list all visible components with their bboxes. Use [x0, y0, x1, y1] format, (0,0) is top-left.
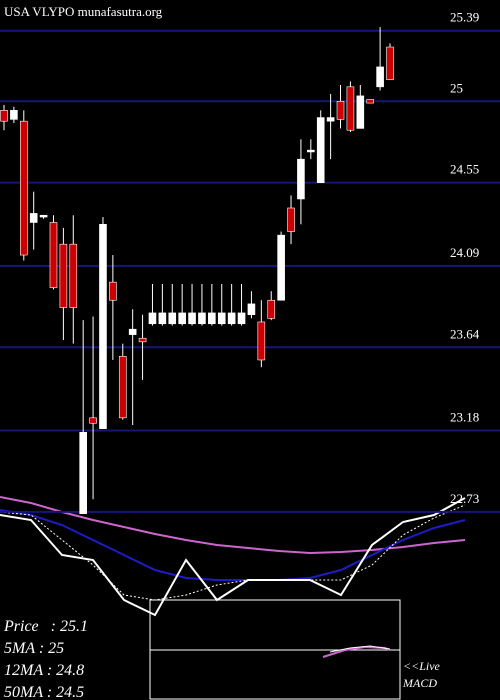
candle-body — [39, 214, 48, 218]
candle-body — [227, 312, 236, 325]
candle-body — [217, 312, 226, 325]
y-tick-label: 25 — [450, 80, 463, 95]
ma-line — [0, 509, 466, 581]
info-line: 5MA : 25 — [4, 640, 64, 657]
candle-body — [297, 158, 305, 200]
candle-body — [247, 303, 256, 316]
candle-body — [89, 417, 97, 424]
candle-body — [376, 66, 384, 88]
chart-title: USA VLYPO munafasutra.org — [4, 4, 163, 19]
candle-body — [336, 100, 345, 120]
candle-body — [79, 431, 87, 514]
candle-body — [148, 312, 157, 325]
y-tick-label: 22.73 — [450, 491, 479, 506]
macd-line — [329, 645, 391, 653]
candle-body — [10, 110, 18, 120]
y-tick-label: 24.55 — [450, 162, 479, 177]
candle-body — [69, 243, 78, 308]
candle-body — [316, 117, 325, 183]
ma-line — [0, 497, 466, 617]
info-line: 12MA : 24.8 — [4, 662, 84, 679]
candle-body — [138, 337, 147, 343]
candle-body — [257, 321, 266, 361]
candle-body — [118, 356, 127, 419]
ma-line — [0, 504, 466, 601]
candle-body — [109, 281, 117, 301]
info-line: 50MA : 24.5 — [4, 684, 84, 700]
candle-body — [307, 149, 315, 153]
candle-body — [49, 222, 58, 288]
candle-body — [287, 207, 295, 232]
candle-body — [168, 312, 177, 325]
candle-body — [99, 223, 107, 429]
macd-label: <<Live — [403, 659, 441, 673]
candle-body — [158, 312, 167, 325]
candle-body — [29, 213, 38, 223]
candle-body — [208, 312, 216, 325]
y-tick-label: 25.39 — [450, 10, 479, 25]
candle-body — [59, 243, 68, 308]
candle-body — [188, 312, 196, 325]
candle-body — [0, 110, 8, 122]
candle-body — [277, 234, 285, 301]
info-line: Price : 25.1 — [3, 618, 88, 635]
y-tick-label: 23.18 — [450, 409, 479, 424]
candle-body — [198, 312, 206, 325]
y-tick-label: 24.09 — [450, 245, 479, 260]
candle-body — [19, 120, 28, 256]
candle-body — [237, 312, 246, 325]
candle-body — [326, 117, 335, 122]
candle-body — [128, 328, 137, 335]
candle-body — [346, 86, 355, 131]
macd-label: MACD — [402, 676, 437, 690]
candle-body — [366, 99, 375, 104]
y-tick-label: 23.64 — [450, 326, 480, 341]
candle-body — [386, 46, 394, 80]
candle-body — [178, 312, 186, 325]
candle-body — [267, 299, 276, 319]
candle-body — [356, 95, 365, 129]
